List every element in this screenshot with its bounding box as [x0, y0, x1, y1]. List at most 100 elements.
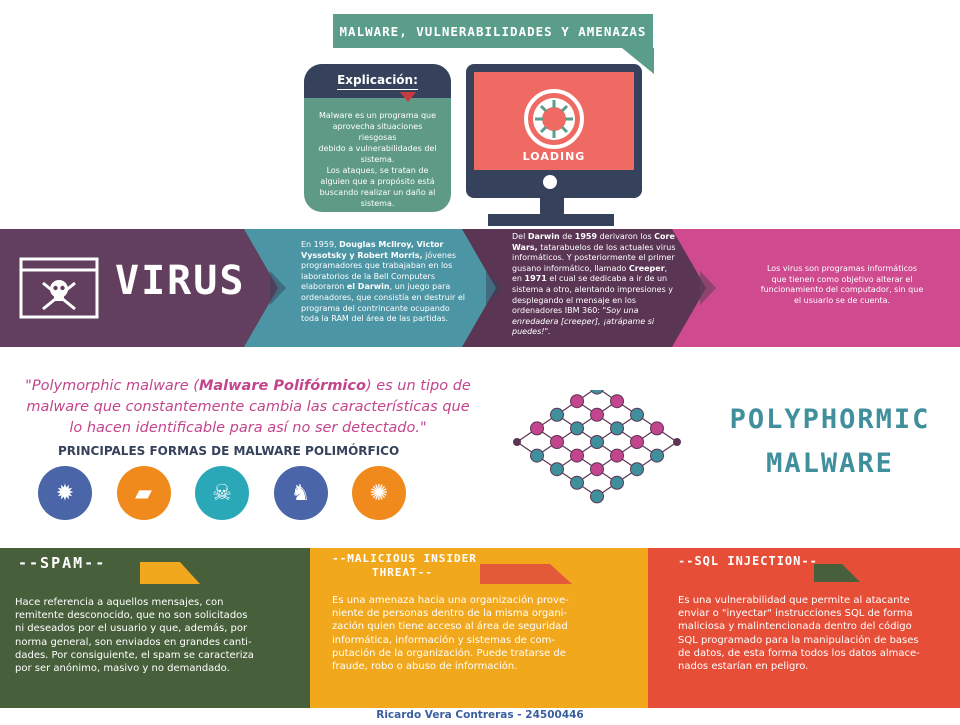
- sql-title-ribbon: [814, 564, 860, 582]
- virus-history-segment: programa del contrincante ocupando: [301, 303, 450, 313]
- header-banner: MALWARE, VULNERABILIDADES Y AMENAZAS: [333, 14, 653, 48]
- network-node: [550, 407, 564, 422]
- virus-creeper-line: Wars, tatarabuelos de los actuales virus: [512, 243, 687, 254]
- network-node: [590, 390, 604, 395]
- virus-definition-line: Los virus son programas informáticos: [766, 264, 918, 273]
- insider-line: Es una amenaza hacia una organización pr…: [332, 595, 569, 606]
- explanation-line: buscando realizar un daño al: [319, 188, 436, 197]
- virus-history-text: En 1959, Douglas McIlroy, Victor Vyssotsk…: [301, 240, 476, 325]
- folder-icon: ▰: [116, 466, 171, 520]
- insider-threat-card: --MALICIOUS INSIDER THREAT-- Es una amen…: [310, 548, 648, 708]
- explanation-card: Explicación: Malware es un programa que …: [304, 64, 451, 212]
- virus-creeper-segment: informáticos. Y posteriormente el primer: [512, 253, 675, 263]
- virus-creeper-line: informáticos. Y posteriormente el primer: [512, 253, 687, 264]
- virus-creeper-segment: Darwin: [527, 232, 560, 241]
- virus-creeper-line: ordenadores IBM 360: "Soy una: [512, 306, 687, 317]
- virus-creeper-text: Del Darwin de 1959 derivaron los Core War…: [512, 232, 687, 338]
- insider-title-line: --MALICIOUS INSIDER: [332, 552, 477, 565]
- virus-creeper-segment: ,: [664, 263, 668, 273]
- virus-creeper-line: en 1971 el cual se dedicaba a ir de un: [512, 274, 687, 285]
- network-node: [610, 421, 624, 436]
- network-node: [590, 489, 604, 504]
- virus-history-segment: , un juego para: [389, 282, 451, 292]
- network-node: [630, 435, 644, 449]
- poly-quote-segment: "Polymorphic malware (: [25, 378, 199, 394]
- monitor-stand: [540, 198, 564, 216]
- network-node: [610, 448, 624, 463]
- explanation-line: sistema.: [360, 199, 395, 208]
- insider-line: putación de la organización. Puede trata…: [332, 647, 566, 659]
- header-title: MALWARE, VULNERABILIDADES Y AMENAZAS: [339, 23, 647, 39]
- network-node: [590, 435, 604, 449]
- network-node: [550, 462, 564, 477]
- network-node: [513, 438, 521, 446]
- virus-creeper-segment: el cual se dedicaba a ir de un: [546, 274, 668, 284]
- virus-creeper-segment: ordenadores IBM 360:: [512, 306, 603, 316]
- network-node: [630, 462, 644, 477]
- virus-creeper-line: sistema a otro, alentando impresiones y: [512, 285, 687, 296]
- virus-history-line: elaboraron el Darwin, un juego para: [301, 282, 476, 293]
- explanation-line: debido a vulnerabilidades del: [318, 144, 437, 153]
- sql-injection-text: Es una vulnerabilidad que permite al ata…: [678, 594, 953, 673]
- sql-line: Es una vulnerabilidad que permite al ata…: [678, 595, 910, 606]
- network-node: [630, 407, 644, 422]
- virus-creeper-segment: Wars,: [512, 242, 538, 252]
- sql-line: de datos, de esta forma todos los datos …: [678, 647, 920, 659]
- explanation-header: Explicación:: [304, 64, 451, 98]
- virus-history-segment: el Darwin: [346, 282, 390, 292]
- explanation-line: sistema.: [360, 155, 395, 164]
- virus-history-line: laboratorios de la Bell Computers: [301, 272, 476, 283]
- explanation-line: aprovecha situaciones riesgosas: [332, 122, 423, 142]
- monitor-power-button: [543, 175, 557, 189]
- insider-line: niente de personas dentro de la misma or…: [332, 608, 568, 620]
- poly-quote-segment: lo hacen identificable para así no ser d…: [69, 420, 427, 436]
- spam-title: --SPAM--: [18, 554, 107, 572]
- virus-history-segment: En 1959,: [301, 240, 340, 249]
- sql-line: SQL programado para la manipulación de b…: [678, 634, 919, 646]
- virus-creeper-segment: sistema a otro, alentando impresiones y: [512, 284, 674, 294]
- explanation-notch: [400, 92, 416, 102]
- polymorphic-subtitle: PRINCIPALES FORMAS DE MALWARE POLIMÓRFIC…: [58, 444, 400, 458]
- virus-creeper-segment: puedes!".: [512, 327, 551, 337]
- polymorphic-title-line: MALWARE: [766, 448, 894, 479]
- virus-history-line: En 1959, Douglas McIlroy, Victor: [301, 240, 476, 251]
- loading-label: LOADING: [522, 150, 586, 163]
- virus-creeper-segment: de: [559, 232, 575, 241]
- sql-line: maliciosa y malintencionada dentro del c…: [678, 621, 912, 633]
- explanation-text: Malware es un programa que aprovecha sit…: [304, 98, 451, 209]
- poly-quote-segment: ) es un tipo de: [365, 378, 471, 394]
- spam-text: Hace referencia a aquellos mensajes, con…: [15, 596, 300, 675]
- virus-creeper-segment: 1959: [574, 232, 598, 241]
- poly-quote-segment: malware que constantemente cambia las ca…: [26, 399, 470, 415]
- virus-history-segment: programadores que trabajaban en los: [301, 261, 453, 271]
- network-node: [550, 435, 564, 449]
- network-node: [530, 448, 544, 463]
- virus-history-segment: laboratorios de la Bell Computers: [301, 271, 435, 281]
- virus-creeper-segment: gusano informático, llamado: [512, 263, 629, 273]
- spam-line: Hace referencia a aquellos mensajes, con: [15, 597, 224, 608]
- network-node: [650, 421, 664, 436]
- polymorphic-title-line: POLYPHORMIC: [729, 404, 931, 435]
- virus-history-segment: toda la RAM del área de las partidas.: [301, 314, 449, 324]
- sql-line: nados estarían en peligro.: [678, 661, 809, 673]
- virus-creeper-segment: 1971: [524, 274, 547, 284]
- insider-line: zación quien tiene acceso al área de seg…: [332, 621, 568, 633]
- virus-creeper-line: desplegando el mensaje en los: [512, 296, 687, 307]
- virus-creeper-line: puedes!".: [512, 327, 687, 338]
- virus-history-line: toda la RAM del área de las partidas.: [301, 314, 476, 325]
- network-node: [570, 448, 584, 463]
- virus-history-line: programa del contrincante ocupando: [301, 304, 476, 315]
- monitor-base: [488, 214, 614, 226]
- explanation-line: Los ataques, se tratan de: [326, 166, 429, 175]
- sql-line: enviar o "inyectar" instrucciones SQL de…: [678, 608, 913, 620]
- virus-creeper-line: Del Darwin de 1959 derivaron los Core: [512, 232, 687, 243]
- virus-creeper-line: enredadera [creeper], ¡atrápame si: [512, 317, 687, 328]
- virus-creeper-segment: Creeper: [628, 263, 665, 273]
- virus-creeper-line: gusano informático, llamado Creeper,: [512, 264, 687, 275]
- trojan-horse-icon: ♞: [273, 466, 328, 520]
- insider-threat-text: Es una amenaza hacia una organización pr…: [332, 594, 637, 673]
- skull-crossbones-icon: [19, 257, 99, 319]
- network-node: [610, 475, 624, 490]
- virus-history-segment: elaboraron: [301, 282, 347, 292]
- virus-creeper-segment: derivaron los: [597, 232, 655, 241]
